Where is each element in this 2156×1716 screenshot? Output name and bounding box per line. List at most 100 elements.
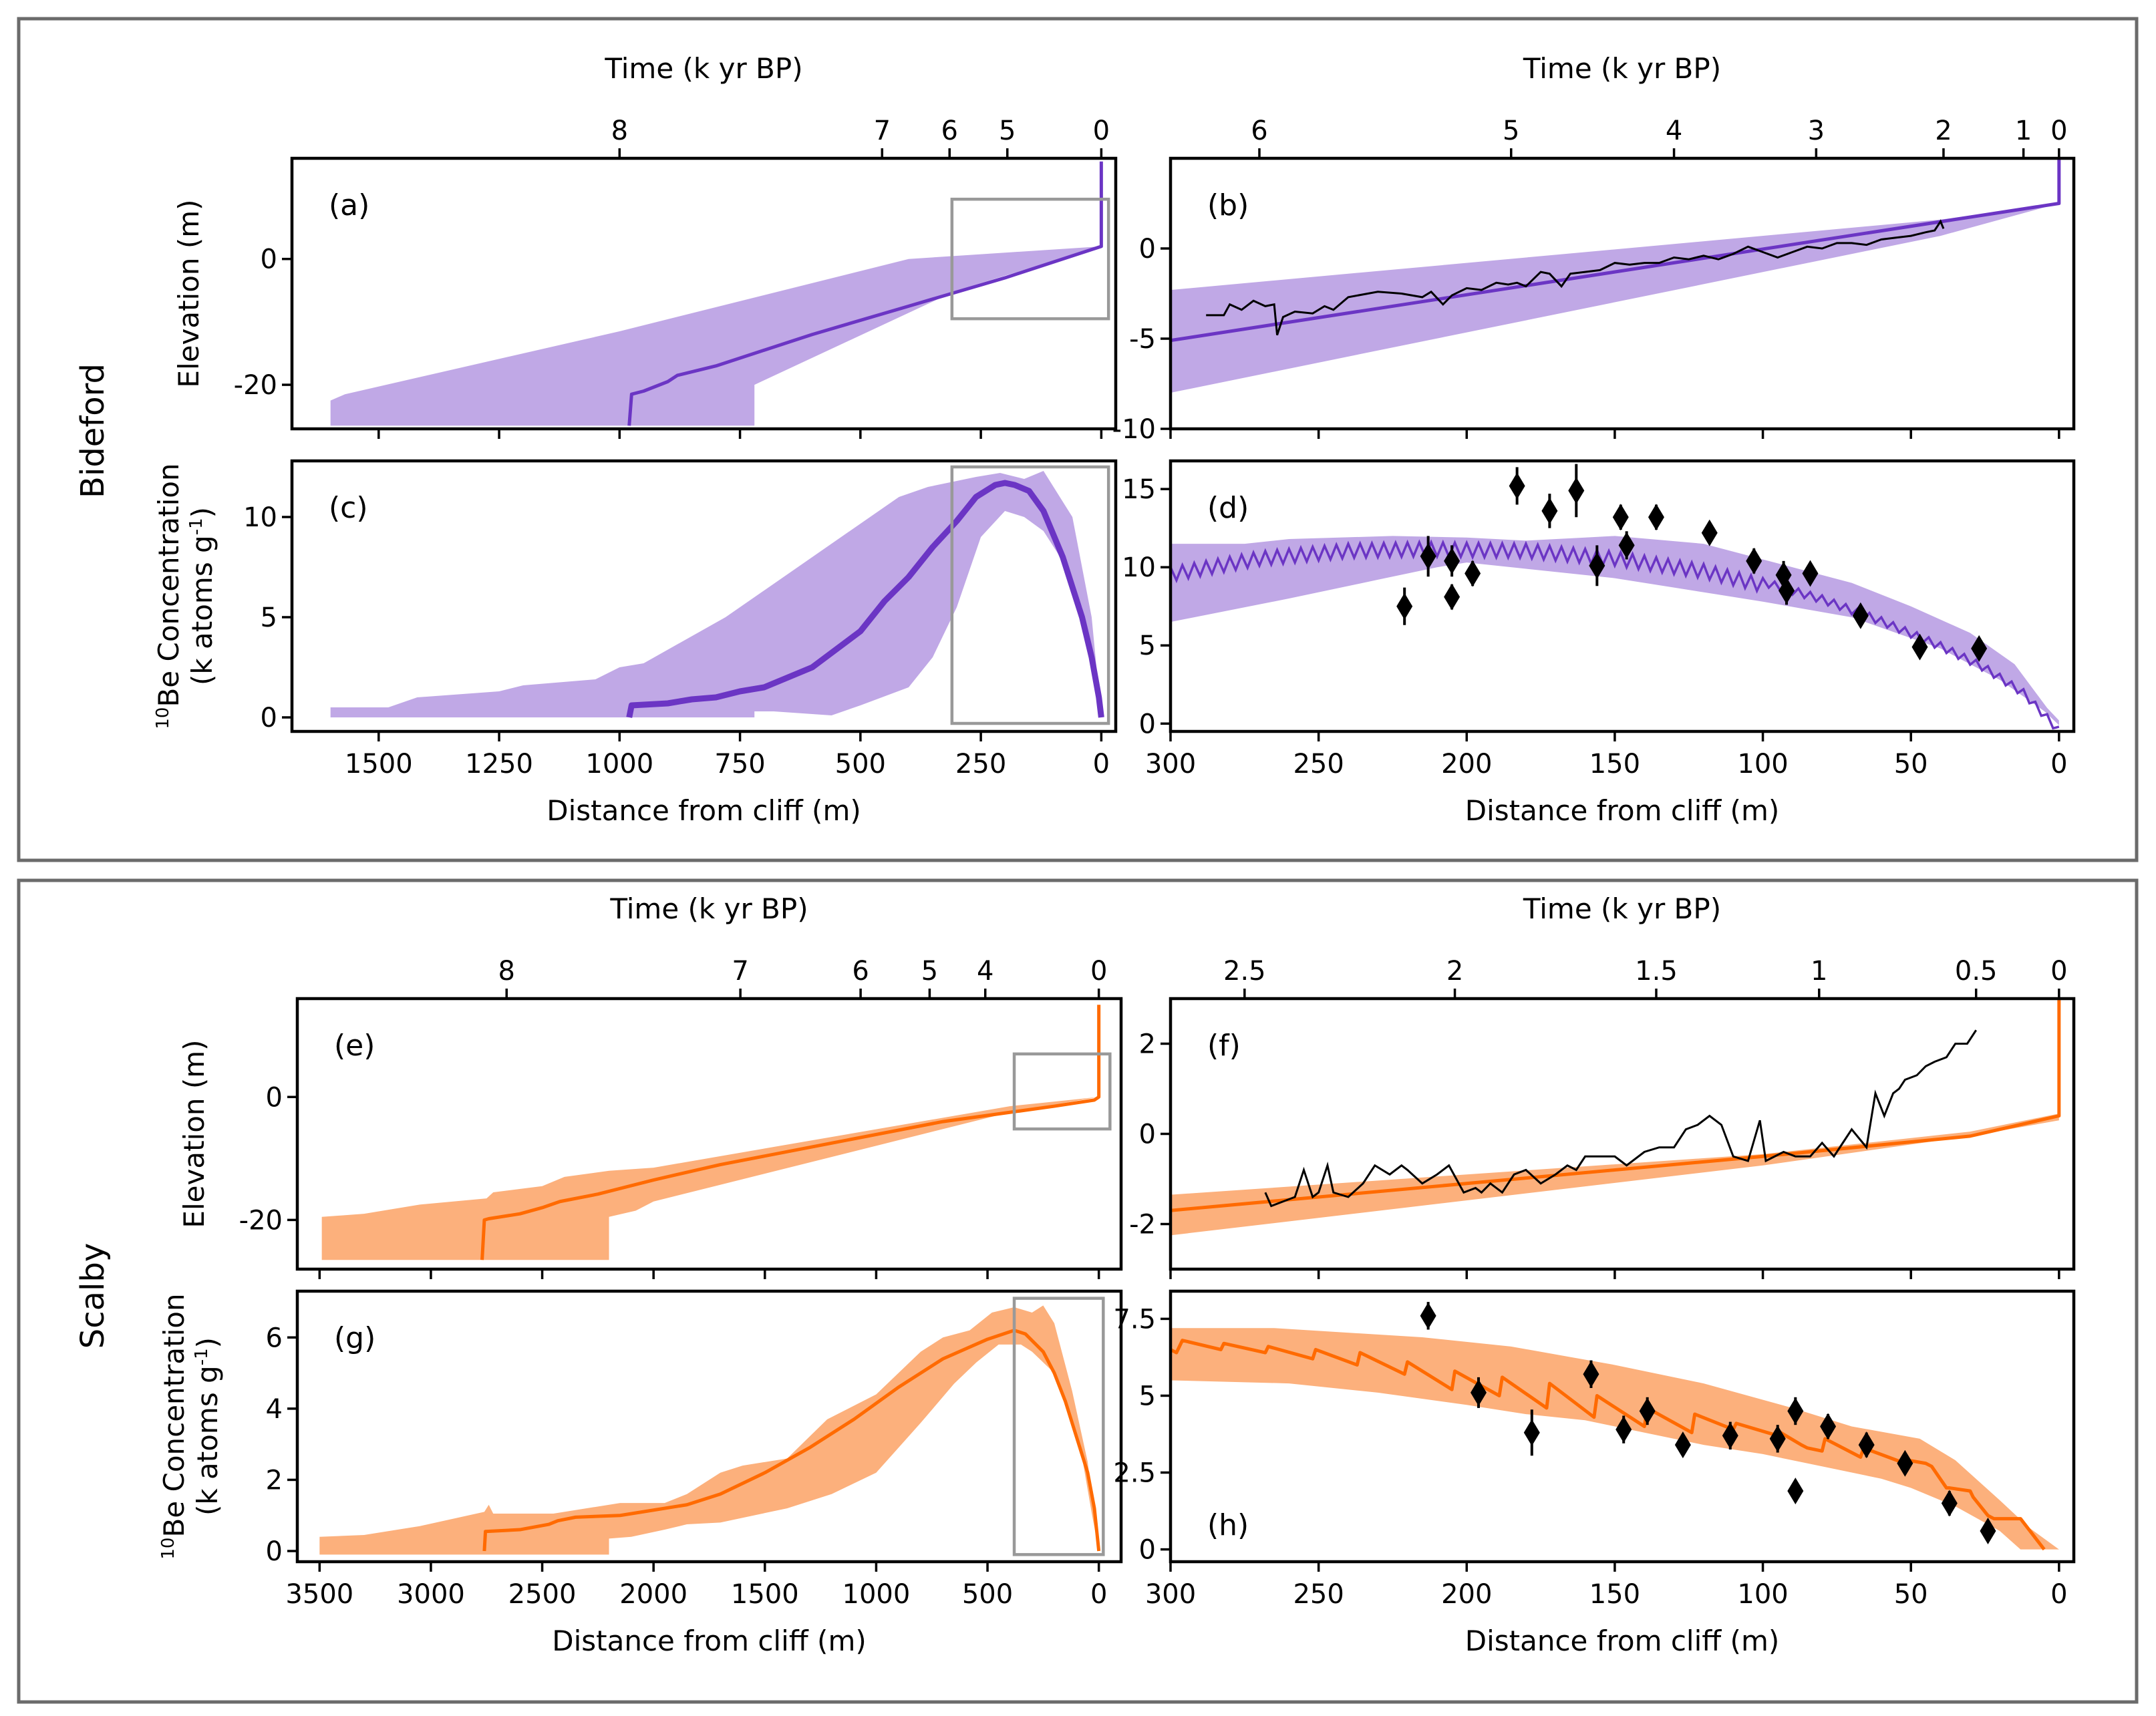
model-line: [1171, 158, 2061, 343]
data-point: [1568, 477, 1585, 504]
y-tick-label: 15: [1122, 474, 1156, 505]
top-tick-label: 5: [921, 956, 938, 987]
x-tick-label: 250: [955, 749, 1006, 780]
x-axis-label: Distance from cliff (m): [552, 1624, 867, 1657]
x-tick-label: 500: [962, 1579, 1013, 1610]
data-point: [1779, 577, 1795, 605]
y-tick-label: 6: [266, 1323, 283, 1353]
top-tick-label: 5: [1503, 116, 1519, 146]
y-tick-label: 10: [1122, 552, 1156, 583]
top-tick-label: 2: [1446, 956, 1463, 987]
plot-area-h: [1171, 1302, 2059, 1551]
data-point: [1802, 560, 1819, 587]
top-tick-label: 7: [874, 116, 891, 146]
y-tick-label: 0: [266, 1536, 283, 1567]
x-tick-label: 250: [1293, 1579, 1344, 1610]
x-tick-label: 1000: [842, 1579, 911, 1610]
zoom-box: [950, 197, 1110, 321]
y-tick-label: 0: [1139, 709, 1156, 739]
x-tick-label: 300: [1145, 1579, 1196, 1610]
data-point: [1465, 560, 1481, 587]
axes-frame: [290, 459, 1118, 733]
y-tick-label: -20: [234, 370, 277, 401]
plot-area-e: [321, 1005, 1101, 1260]
plot-area-d: [1171, 464, 2060, 730]
data-point: [1615, 1416, 1632, 1443]
x-tick-label: 100: [1737, 749, 1788, 780]
data-point: [1618, 532, 1635, 559]
y-tick-label: 0: [266, 1082, 283, 1113]
data-point: [1509, 472, 1525, 500]
axes-frame: [295, 1289, 1123, 1564]
uncertainty-band: [1171, 1328, 2059, 1550]
x-tick-label: 100: [1737, 1579, 1788, 1610]
x-tick-label: 2000: [619, 1579, 687, 1610]
y-tick-label: 5: [261, 603, 277, 633]
panel-label: (c): [329, 491, 368, 525]
site-label-scalby: Scalby: [74, 1243, 112, 1349]
top-tick-label: 2: [1935, 116, 1952, 146]
y-tick-label: 0: [1139, 234, 1156, 265]
top-tick-label: 0.5: [1955, 956, 1998, 987]
top-tick-label: 8: [498, 956, 515, 987]
data-point: [1648, 504, 1664, 531]
panel-h: 300 250 200 150 100 50 0 0 2.5 5 7.5 Distance from …: [1113, 1289, 2076, 1657]
y-tick-label: 2: [1139, 1029, 1156, 1060]
y-tick-label: -5: [1129, 324, 1156, 355]
panel-label: (h): [1207, 1508, 1249, 1542]
site-label-bideford: Bideford: [74, 363, 112, 498]
data-point: [1583, 1361, 1599, 1388]
axes-frame: [290, 156, 1118, 431]
panel-label: (e): [334, 1029, 375, 1063]
y-tick-label: 2: [266, 1465, 283, 1496]
data-point: [1722, 1422, 1738, 1449]
uncertainty-band: [319, 1305, 1099, 1555]
x-tick-label: 2500: [508, 1579, 577, 1610]
panel-f: 2 0 -2 2.5 2 1.5 1 0.5 0 Time (k yr BP) (f): [1129, 892, 2076, 1279]
y-tick-label: -10: [1112, 414, 1156, 445]
y-axis-label: 10Be Concentration: [152, 463, 185, 729]
x-tick-label: 200: [1441, 1579, 1492, 1610]
uncertainty-band: [330, 246, 1102, 426]
plot-area-g: [319, 1305, 1101, 1555]
data-point: [1852, 602, 1869, 629]
y-axis-label-units: (k atoms g-1): [186, 507, 218, 685]
y-axis-label: Elevation (m): [178, 1039, 210, 1228]
y-tick-label: 2.5: [1113, 1458, 1156, 1489]
data-point: [1787, 1397, 1804, 1425]
uncertainty-band: [1171, 203, 2059, 393]
bideford-frame: [17, 17, 2139, 862]
model-line: [626, 480, 1104, 718]
top-tick-label: 2.5: [1223, 956, 1266, 987]
x-tick-label: 300: [1145, 749, 1196, 780]
x-tick-label: 1250: [465, 749, 533, 780]
y-axis-label: 10Be Concentration: [158, 1293, 190, 1559]
top-axis-label: Time (k yr BP): [609, 892, 808, 925]
panel-e: 0 -20 8 7 6 5 4 0 Time (k yr BP) Elevation (m) (e): [178, 892, 1123, 1279]
x-tick-label: 750: [714, 749, 765, 780]
x-tick-label: 250: [1293, 749, 1344, 780]
data-point: [1941, 1490, 1958, 1517]
data-point: [1541, 497, 1558, 524]
top-tick-label: 0: [2050, 116, 2067, 146]
data-point: [1820, 1413, 1837, 1440]
top-tick-label: 4: [977, 956, 993, 987]
panel-label: (d): [1207, 491, 1249, 525]
x-axis-label: Distance from cliff (m): [547, 794, 861, 827]
x-tick-label: 0: [1090, 1579, 1107, 1610]
top-axis-label: Time (k yr BP): [1523, 52, 1721, 85]
data-point: [1980, 1517, 1996, 1544]
data-point: [1787, 1478, 1804, 1505]
data-point: [1523, 1419, 1540, 1446]
y-tick-label: 0: [261, 703, 277, 733]
plot-area-c: [330, 471, 1104, 718]
x-tick-label: 50: [1894, 749, 1928, 780]
top-tick-label: 0: [1093, 116, 1110, 146]
model-line: [482, 1329, 1101, 1552]
top-axis-label: Time (k yr BP): [1523, 892, 1721, 925]
data-point: [1420, 1302, 1436, 1329]
axes-frame: [1169, 459, 2076, 733]
x-axis-label: Distance from cliff (m): [1465, 794, 1780, 827]
uncertainty-band: [1171, 1113, 2059, 1236]
x-tick-label: 150: [1589, 1579, 1640, 1610]
